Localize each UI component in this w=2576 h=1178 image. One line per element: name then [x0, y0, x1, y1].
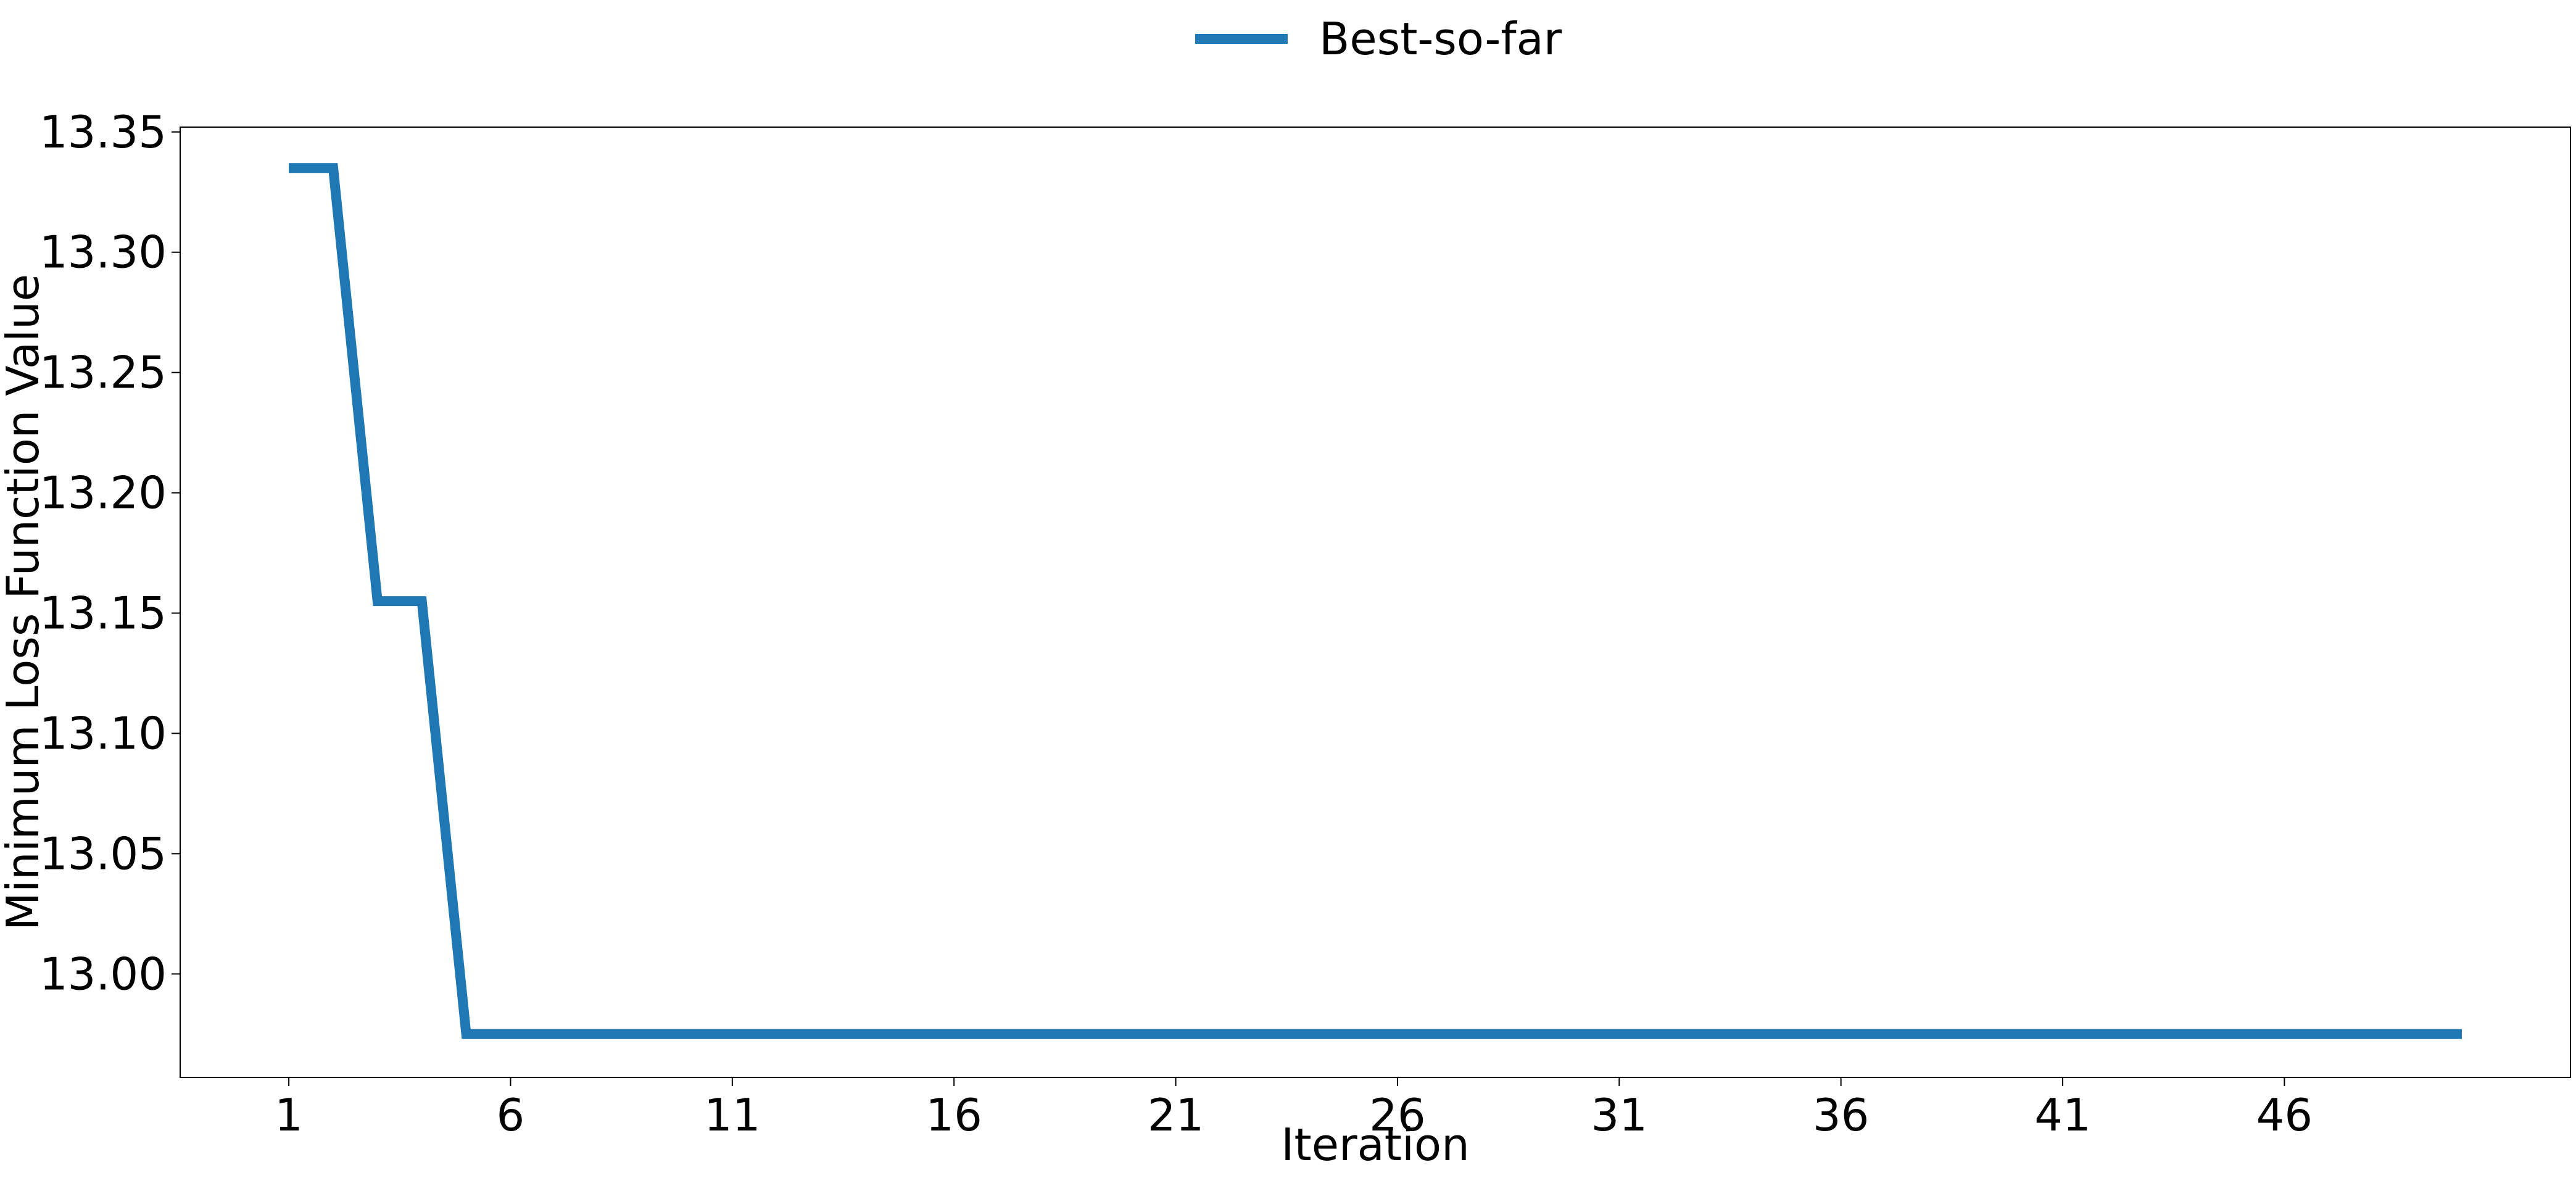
series-line-best-so-far: [289, 163, 2462, 1039]
x-tick-label: 36: [1813, 1089, 1870, 1141]
legend-label-best-so-far: Best-so-far: [1319, 13, 1562, 65]
x-tick-label: 26: [1369, 1089, 1426, 1141]
x-tick-label: 41: [2034, 1089, 2091, 1141]
y-tick-label: 13.10: [39, 707, 167, 759]
plot-area-frame: [180, 127, 2571, 1078]
y-tick-label: 13.25: [39, 347, 167, 399]
x-tick-label: 6: [497, 1089, 525, 1141]
y-tick-label: 13.00: [39, 948, 167, 1000]
x-tick-label: 16: [926, 1089, 982, 1141]
x-tick-label: 46: [2256, 1089, 2313, 1141]
y-axis-label: Minimum Loss Function Value: [0, 274, 49, 931]
x-axis: 1 6 11 16 21 26 31 36 41 46: [275, 1077, 2313, 1141]
x-tick-label: 21: [1148, 1089, 1204, 1141]
y-tick-label: 13.20: [39, 467, 167, 519]
y-axis: 13.00 13.05 13.10 13.15 13.20 13.25 13.30 13.35: [39, 106, 180, 1000]
x-tick-label: 11: [704, 1089, 761, 1141]
y-tick-label: 13.05: [39, 828, 167, 879]
y-tick-label: 13.15: [39, 587, 167, 639]
y-tick-label: 13.35: [39, 106, 167, 158]
x-axis-label: Iteration: [1281, 1119, 1469, 1171]
legend: Best-so-far: [1195, 13, 1562, 65]
x-tick-label: 31: [1591, 1089, 1647, 1141]
x-tick-label: 1: [275, 1089, 303, 1141]
y-tick-label: 13.30: [39, 226, 167, 278]
series-layer: [289, 163, 2462, 1039]
